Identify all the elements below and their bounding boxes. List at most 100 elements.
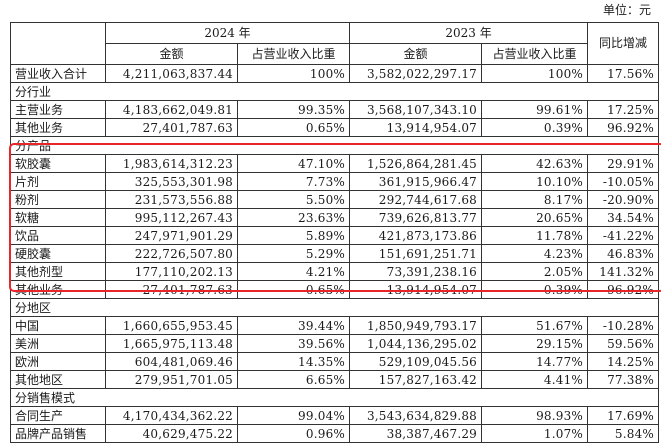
amount-2024: 279,951,701.05 bbox=[105, 370, 238, 389]
yoy-change: 17.56% bbox=[587, 64, 660, 83]
amount-2023: 1,526,864,281.45 bbox=[349, 154, 483, 173]
amount-2024: 325,553,301.98 bbox=[105, 172, 238, 191]
yoy-change: 17.25% bbox=[587, 100, 660, 119]
yoy-change: 141.32% bbox=[587, 262, 660, 281]
ratio-2023: 51.67% bbox=[481, 316, 589, 335]
table-row: 软胶囊 1,983,614,312.23 47.10% 1,526,864,28… bbox=[10, 154, 660, 173]
table-row: 合同生产 4,170,434,362.22 99.04% 3,543,634,8… bbox=[10, 406, 660, 425]
amount-2023: 361,915,966.47 bbox=[349, 172, 483, 191]
table-row: 其他地区 279,951,701.05 6.65% 157,827,163.42… bbox=[10, 370, 660, 389]
amount-2024: 1,983,614,312.23 bbox=[105, 154, 238, 173]
amount-2023: 3,582,022,297.17 bbox=[349, 64, 483, 83]
ratio-2024: 23.63% bbox=[236, 208, 351, 227]
yoy-change: -10.05% bbox=[587, 172, 660, 191]
header-ratio-2023: 占营业收入比重 bbox=[481, 43, 589, 65]
table-row: 其他业务 27,401,787.63 0.65% 13,914,954.07 0… bbox=[10, 280, 660, 299]
amount-2023: 151,691,251.71 bbox=[349, 244, 483, 263]
yoy-change: 59.56% bbox=[587, 334, 660, 353]
row-label: 软糖 bbox=[10, 208, 106, 227]
ratio-2023: 4.23% bbox=[481, 244, 589, 263]
ratio-2024: 4.21% bbox=[236, 262, 351, 281]
ratio-2023: 0.39% bbox=[481, 118, 589, 137]
ratio-2023: 100% bbox=[481, 64, 589, 83]
ratio-2023: 10.10% bbox=[481, 172, 589, 191]
ratio-2024: 14.35% bbox=[236, 352, 351, 371]
yoy-change: -41.22% bbox=[587, 226, 660, 245]
table-row: 主营业务 4,183,662,049.81 99.35% 3,568,107,3… bbox=[10, 100, 660, 119]
table-row: 营业收入合计 4,211,063,837.44 100% 3,582,022,2… bbox=[10, 64, 660, 83]
ratio-2024: 39.44% bbox=[236, 316, 351, 335]
amount-2023: 3,543,634,829.88 bbox=[349, 406, 483, 425]
ratio-2024: 0.96% bbox=[236, 424, 351, 443]
ratio-2023: 14.77% bbox=[481, 352, 589, 371]
ratio-2024: 5.50% bbox=[236, 190, 351, 209]
table-row: 其他剂型 177,110,202.13 4.21% 73,391,238.16 … bbox=[10, 262, 660, 281]
amount-2024: 4,170,434,362.22 bbox=[105, 406, 238, 425]
row-label: 其他地区 bbox=[10, 370, 106, 389]
row-label: 粉剂 bbox=[10, 190, 106, 209]
amount-2024: 27,401,787.63 bbox=[105, 280, 238, 299]
header-row-metrics: 金额 占营业收入比重 金额 占营业收入比重 bbox=[11, 43, 659, 65]
header-yoy: 同比增减 bbox=[587, 22, 660, 65]
header-amount-2023: 金额 bbox=[349, 43, 483, 65]
section-row: 分地区 bbox=[9, 298, 660, 317]
ratio-2024: 5.29% bbox=[236, 244, 351, 263]
table-row: 欧洲 604,481,069.46 14.35% 529,109,045.56 … bbox=[10, 352, 660, 371]
amount-2023: 1,850,949,793.17 bbox=[349, 316, 483, 335]
amount-2023: 739,626,813.77 bbox=[349, 208, 483, 227]
section-row: 分行业 bbox=[9, 82, 660, 101]
amount-2024: 231,573,556.88 bbox=[105, 190, 238, 209]
amount-2024: 27,401,787.63 bbox=[105, 118, 238, 137]
row-label: 饮品 bbox=[10, 226, 106, 245]
table-row: 品牌产品销售 40,629,475.22 0.96% 38,387,467.29… bbox=[10, 424, 660, 443]
ratio-2024: 6.65% bbox=[236, 370, 351, 389]
row-label: 软胶囊 bbox=[10, 154, 106, 173]
amount-2023: 3,568,107,343.10 bbox=[349, 100, 483, 119]
ratio-2023: 99.61% bbox=[481, 100, 589, 119]
row-label: 营业收入合计 bbox=[10, 64, 106, 83]
ratio-2024: 0.65% bbox=[236, 118, 351, 137]
amount-2023: 13,914,954.07 bbox=[349, 280, 483, 299]
amount-2024: 995,112,267.43 bbox=[105, 208, 238, 227]
amount-2023: 292,744,617.68 bbox=[349, 190, 483, 209]
amount-2024: 4,183,662,049.81 bbox=[105, 100, 238, 119]
ratio-2023: 4.41% bbox=[481, 370, 589, 389]
table-row: 饮品 247,971,901.29 5.89% 421,873,173.86 1… bbox=[10, 226, 660, 245]
table-row: 粉剂 231,573,556.88 5.50% 292,744,617.68 8… bbox=[10, 190, 660, 209]
revenue-breakdown-table: 2024 年 2023 年 同比增减 金额 占营业收入比重 金额 占营业收入比重… bbox=[9, 22, 660, 443]
row-label: 品牌产品销售 bbox=[10, 424, 106, 443]
table-row: 硬胶囊 222,726,507.80 5.29% 151,691,251.71 … bbox=[10, 244, 660, 263]
yoy-change: 34.54% bbox=[587, 208, 660, 227]
ratio-2023: 11.78% bbox=[481, 226, 589, 245]
yoy-change: 29.91% bbox=[587, 154, 660, 173]
row-label: 中国 bbox=[10, 316, 106, 335]
yoy-change: -10.28% bbox=[587, 316, 660, 335]
amount-2023: 1,044,136,295.02 bbox=[349, 334, 483, 353]
header-amount-2024: 金额 bbox=[105, 43, 238, 65]
yoy-change: 5.84% bbox=[587, 424, 660, 443]
ratio-2024: 0.65% bbox=[236, 280, 351, 299]
table-row: 片剂 325,553,301.98 7.73% 361,915,966.47 1… bbox=[10, 172, 660, 191]
table-body: 营业收入合计 4,211,063,837.44 100% 3,582,022,2… bbox=[9, 64, 660, 443]
section-label: 分地区 bbox=[9, 298, 660, 317]
amount-2024: 604,481,069.46 bbox=[105, 352, 238, 371]
amount-2023: 421,873,173.86 bbox=[349, 226, 483, 245]
table-row: 中国 1,660,655,953.45 39.44% 1,850,949,793… bbox=[10, 316, 660, 335]
yoy-change: 46.83% bbox=[587, 244, 660, 263]
table-row: 软糖 995,112,267.43 23.63% 739,626,813.77 … bbox=[10, 208, 660, 227]
yoy-change: 96.92% bbox=[587, 118, 660, 137]
ratio-2023: 2.05% bbox=[481, 262, 589, 281]
amount-2024: 4,211,063,837.44 bbox=[105, 64, 238, 83]
amount-2024: 247,971,901.29 bbox=[105, 226, 238, 245]
ratio-2024: 5.89% bbox=[236, 226, 351, 245]
amount-2024: 40,629,475.22 bbox=[105, 424, 238, 443]
amount-2023: 38,387,467.29 bbox=[349, 424, 483, 443]
row-label: 其他业务 bbox=[10, 280, 106, 299]
unit-label: 单位：元 bbox=[602, 3, 651, 17]
ratio-2023: 20.65% bbox=[481, 208, 589, 227]
amount-2023: 13,914,954.07 bbox=[349, 118, 483, 137]
row-label: 其他剂型 bbox=[10, 262, 106, 281]
yoy-change: -20.90% bbox=[587, 190, 660, 209]
header-row-years: 2024 年 2023 年 同比增减 bbox=[10, 22, 660, 65]
ratio-2024: 100% bbox=[236, 64, 351, 83]
